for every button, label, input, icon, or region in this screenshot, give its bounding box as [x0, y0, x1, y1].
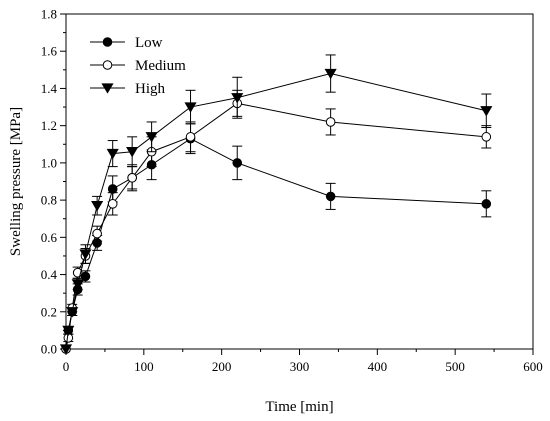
y-tick-label: 0.4 [41, 267, 58, 282]
data-point [127, 172, 137, 183]
x-tick-label: 200 [212, 359, 232, 374]
legend-item-high: High [90, 81, 166, 97]
x-tick-label: 100 [134, 359, 154, 374]
data-point [66, 307, 79, 318]
legend-marker [101, 83, 114, 94]
series-layer [59, 54, 493, 355]
data-point [91, 201, 104, 212]
y-tick-label: 1.6 [41, 44, 58, 59]
data-point [107, 199, 118, 209]
x-axis-title: Time [min] [265, 399, 333, 415]
data-point [232, 158, 243, 168]
legend: Low Medium High [90, 35, 186, 97]
data-point [184, 102, 197, 113]
y-tick-label: 0.0 [41, 342, 57, 357]
x-tick-label: 600 [523, 359, 543, 374]
data-point [79, 249, 92, 260]
axes-layer: 0.0 0.2 0.4 0.6 0.8 1.0 1.2 1.4 1.6 1.8 0 100 200 300… [41, 7, 543, 375]
legend-label: High [135, 81, 166, 97]
data-point [71, 279, 84, 290]
data-point [92, 228, 102, 239]
y-tick-label: 0.6 [41, 230, 58, 245]
legend-item-low: Low [90, 35, 163, 51]
x-tick-label: 0 [63, 359, 70, 374]
legend-marker [102, 37, 113, 47]
y-tick-label: 1.8 [41, 7, 57, 22]
y-tick-label: 0.2 [41, 304, 57, 319]
data-point [325, 117, 336, 127]
data-point [80, 271, 91, 282]
series-line [65, 138, 487, 350]
data-point [62, 325, 75, 337]
data-point [126, 147, 139, 158]
legend-label: Low [135, 35, 163, 51]
legend-item-medium: Medium [90, 58, 186, 74]
y-axis-title: Swelling pressure [MPa] [8, 107, 24, 256]
series-low [61, 123, 492, 354]
y-tick-label: 1.0 [41, 155, 57, 170]
data-point [481, 199, 492, 209]
x-tick-label: 500 [445, 359, 465, 374]
series-line [65, 73, 487, 350]
x-tick-label: 300 [290, 359, 310, 374]
data-point [107, 184, 118, 194]
series-high [59, 54, 493, 355]
data-point [59, 344, 73, 355]
data-point [480, 106, 493, 117]
legend-marker [102, 60, 113, 70]
data-point [145, 132, 158, 143]
data-point [325, 191, 336, 202]
y-tick-label: 1.4 [41, 81, 58, 96]
y-tick-label: 0.8 [41, 193, 57, 208]
legend-label: Medium [135, 58, 186, 74]
series-medium [61, 89, 492, 354]
x-tick-label: 400 [368, 359, 388, 374]
data-point [231, 93, 244, 104]
data-point [324, 68, 337, 80]
data-point [106, 148, 119, 160]
data-point [481, 132, 492, 142]
series-line [65, 102, 487, 350]
data-point [185, 132, 196, 142]
y-tick-label: 1.2 [41, 118, 57, 133]
